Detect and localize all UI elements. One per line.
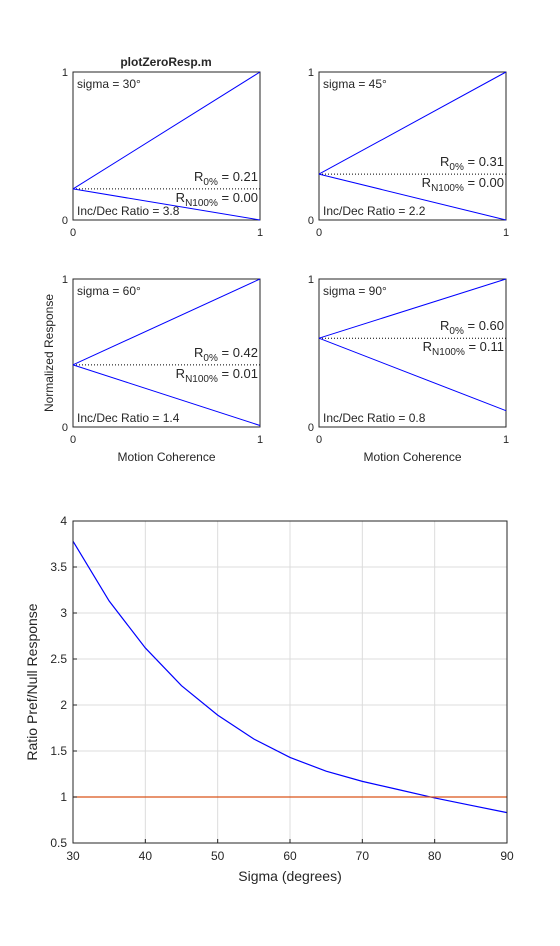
y-axis-label: Ratio Pref/Null Response — [24, 603, 40, 760]
y-tick-label: 1.5 — [50, 744, 67, 758]
x-tick-label: 40 — [139, 849, 153, 863]
y-tick-label: 0 — [62, 422, 68, 434]
x-tick-label: 80 — [428, 849, 442, 863]
x-axis-label: Motion Coherence — [117, 450, 215, 464]
ratio-annotation: Inc/Dec Ratio = 2.2 — [323, 204, 426, 218]
x-tick-label: 50 — [211, 849, 225, 863]
y-axis-label: Normalized Response — [42, 294, 56, 412]
ratio-annotation: Inc/Dec Ratio = 0.8 — [323, 411, 426, 425]
x-axis-label: Sigma (degrees) — [238, 868, 342, 884]
y-tick-label: 2.5 — [50, 652, 67, 666]
x-tick-label: 90 — [500, 849, 514, 863]
ratio-plot: 30 40 50 60 70 80 90 0.5 1 1.5 2 2.5 3 3.5 4 Sigma (deg… — [24, 514, 514, 884]
ratio-annotation: Inc/Dec Ratio = 3.8 — [77, 204, 180, 218]
figure-title: plotZeroResp.m — [120, 55, 211, 69]
sigma-label: sigma = 90° — [323, 284, 387, 298]
sigma-label: sigma = 60° — [77, 284, 141, 298]
x-tick-label: 1 — [257, 434, 263, 446]
x-tick-label: 0 — [70, 434, 76, 446]
sigma-label: sigma = 45° — [323, 77, 387, 91]
y-tick-label: 0 — [308, 422, 314, 434]
y-tick-label: 1 — [62, 274, 68, 286]
sigma-label: sigma = 30° — [77, 77, 141, 91]
y-tick-label: 1 — [308, 274, 314, 286]
x-tick-label: 0 — [316, 227, 322, 239]
y-tick-label: 1 — [308, 67, 314, 79]
y-tick-label: 1 — [60, 790, 67, 804]
x-tick-label: 70 — [356, 849, 370, 863]
y-tick-label: 2 — [60, 698, 67, 712]
x-tick-label: 0 — [70, 227, 76, 239]
y-tick-label: 4 — [60, 514, 67, 528]
x-tick-label: 60 — [283, 849, 297, 863]
y-tick-label: 0.5 — [50, 836, 67, 850]
y-tick-label: 3.5 — [50, 560, 67, 574]
x-tick-label: 1 — [503, 227, 509, 239]
x-tick-label: 1 — [503, 434, 509, 446]
ratio-annotation: Inc/Dec Ratio = 1.4 — [77, 411, 180, 425]
y-tick-label: 1 — [62, 67, 68, 79]
y-tick-label: 0 — [62, 215, 68, 227]
x-tick-label: 0 — [316, 434, 322, 446]
x-tick-label: 1 — [257, 227, 263, 239]
y-tick-label: 3 — [60, 606, 67, 620]
x-axis-label: Motion Coherence — [363, 450, 461, 464]
y-tick-label: 0 — [308, 215, 314, 227]
plot-area — [319, 72, 506, 220]
x-tick-label: 30 — [66, 849, 80, 863]
